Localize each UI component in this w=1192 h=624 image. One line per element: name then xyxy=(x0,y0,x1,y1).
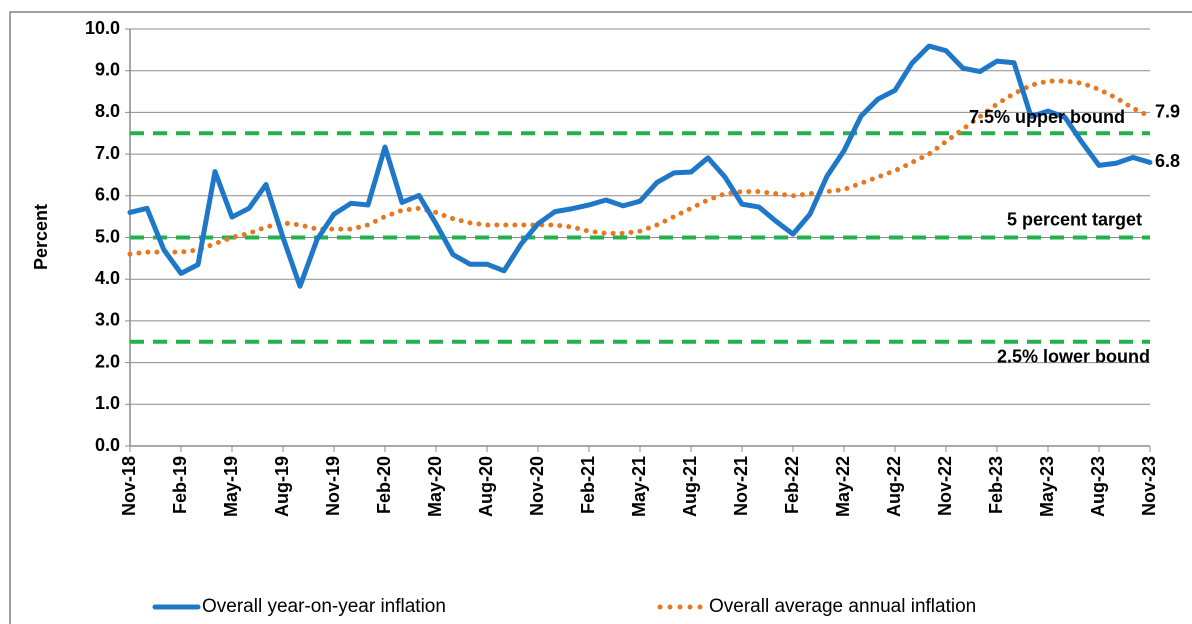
x-tick-label: Feb-19 xyxy=(170,456,190,514)
y-tick-label: 5.0 xyxy=(95,226,120,246)
x-tick-label: May-22 xyxy=(833,456,853,517)
y-tick-label: 3.0 xyxy=(95,310,120,330)
data-label: 6.8 xyxy=(1155,151,1180,171)
x-tick-label: May-19 xyxy=(221,456,241,517)
x-tick-label: May-23 xyxy=(1037,456,1057,517)
series-line xyxy=(127,78,1153,257)
y-tick-label: 4.0 xyxy=(95,268,120,288)
x-tick-label: May-20 xyxy=(425,456,445,517)
y-tick-label: 2.0 xyxy=(95,351,120,371)
chart-frame xyxy=(9,11,1192,624)
reference-label: 2.5% lower bound xyxy=(997,347,1150,367)
legend-label: Overall average annual inflation xyxy=(709,596,976,617)
x-tick-label: Aug-22 xyxy=(884,456,904,517)
x-tick-label: Feb-21 xyxy=(578,456,598,514)
reference-label: 5 percent target xyxy=(1007,209,1142,229)
x-tick-label: Nov-23 xyxy=(1139,456,1159,516)
x-tick-label: Nov-22 xyxy=(935,456,955,516)
y-tick-label: 10.0 xyxy=(85,18,120,38)
legend-label: Overall year-on-year inflation xyxy=(202,596,446,617)
y-tick-label: 1.0 xyxy=(95,393,120,413)
data-label: 7.9 xyxy=(1155,101,1180,121)
x-tick-label: Nov-19 xyxy=(323,456,343,516)
x-tick-label: Aug-21 xyxy=(680,456,700,517)
y-tick-label: 0.0 xyxy=(95,435,120,455)
x-tick-label: Aug-23 xyxy=(1088,456,1108,517)
y-tick-label: 7.0 xyxy=(95,143,120,163)
x-tick-label: Nov-20 xyxy=(527,456,547,516)
y-tick-label: 8.0 xyxy=(95,101,120,121)
x-tick-label: Feb-20 xyxy=(374,456,394,514)
reference-label: 7.5% upper bound xyxy=(969,107,1125,127)
x-tick-label: Nov-21 xyxy=(731,456,751,516)
y-axis-label: Percent xyxy=(31,204,51,270)
x-tick-label: May-21 xyxy=(629,456,649,517)
x-tick-label: Feb-22 xyxy=(782,456,802,514)
x-tick-label: Feb-23 xyxy=(986,456,1006,514)
x-tick-label: Nov-18 xyxy=(119,456,139,516)
y-tick-label: 6.0 xyxy=(95,185,120,205)
x-tick-label: Aug-19 xyxy=(272,456,292,517)
y-tick-label: 9.0 xyxy=(95,59,120,79)
x-tick-label: Aug-20 xyxy=(476,456,496,517)
series-line xyxy=(127,43,1153,289)
